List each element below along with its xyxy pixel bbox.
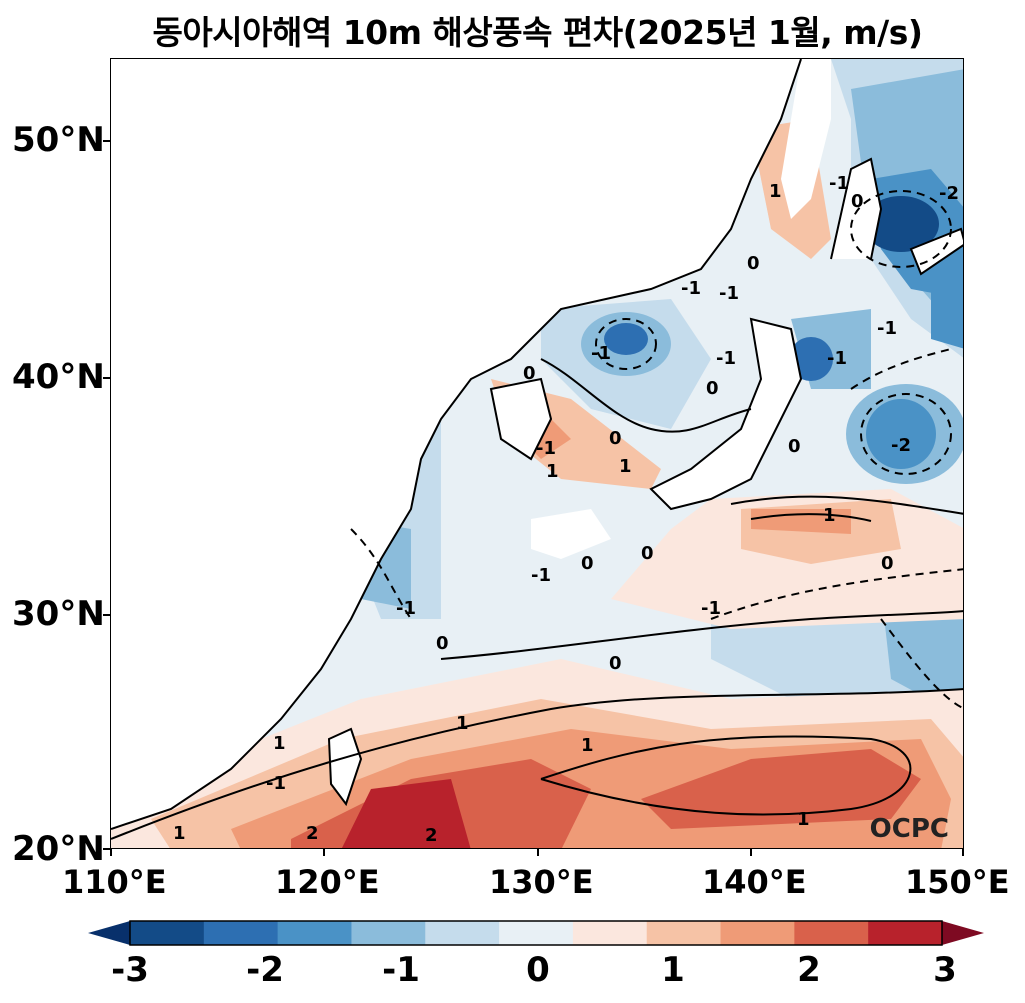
contour-label: -1 [716,348,736,369]
contour-label: 0 [851,191,864,212]
contour-label: 1 [619,456,632,477]
lat-tick [103,140,110,142]
contour-label: 0 [609,428,622,449]
contour-label: -1 [719,283,739,304]
colorbar-cell [130,921,205,945]
contour-label: 2 [425,825,438,846]
contour-label: 0 [523,363,536,384]
contour-label: -1 [396,598,416,619]
lon-tick [537,849,539,856]
colorbar-tick-label: 3 [933,950,957,990]
colorbar-tick-label: -3 [111,950,149,990]
contour-label: 0 [747,253,760,274]
contour-lines [111,190,963,840]
lat-tick [103,377,110,379]
contour-label-layer: -2 -1 0 1 -1 0 -1 -1 -1 0 1 -1 -1 0 1 -2… [173,173,959,846]
lat-tick-label: 20°N [12,829,105,869]
anomaly-map: -2 -1 0 1 -1 0 -1 -1 -1 0 1 -1 -1 0 1 -2… [111,59,963,848]
lat-tick [103,848,110,850]
colorbar [88,920,984,946]
colorbar-cell [646,921,722,945]
contour-label: 1 [797,809,810,830]
contour-label: -1 [531,565,551,586]
lon-tick-label: 130°E [489,863,594,901]
contour-label: 1 [546,461,559,482]
contour-label: -1 [536,438,556,459]
colorbar-cell [868,921,943,945]
contour-label: 0 [641,543,654,564]
contour-label: -1 [266,773,286,794]
colorbar-cell [351,921,426,945]
credit-label: OCPC [869,814,949,844]
contour-label: 1 [173,823,186,844]
lon-tick-label: 150°E [905,863,1010,901]
colorbar-cell [720,921,795,945]
contour-label: 0 [436,633,449,654]
contour-label: 0 [788,436,801,457]
contour-label: 2 [306,823,319,844]
contour-label: 0 [581,553,594,574]
lon-tick-label: 110°E [62,863,167,901]
contour-label: -1 [701,598,721,619]
lon-tick-label: 140°E [702,863,807,901]
lat-tick-label: 50°N [12,120,105,160]
colorbar-cell [499,921,574,945]
colorbar-cell [794,921,869,945]
coastlines [111,59,963,830]
colorbar-tick-label: 2 [797,950,821,990]
contour-label: 1 [823,505,836,526]
lon-tick [110,849,112,856]
lon-tick [750,849,752,856]
contour-label: -1 [681,278,701,299]
colorbar-cell [203,921,279,945]
contour-label: 0 [609,653,622,674]
lon-tick [962,849,964,856]
contour-label: -1 [591,343,611,364]
colorbar-tick-label: 1 [661,950,685,990]
contour-label: 1 [273,733,286,754]
lon-tick-label: 120°E [275,863,380,901]
lat-tick [103,614,110,616]
colorbar-tick-label: -2 [246,950,284,990]
lon-tick [323,849,325,856]
contour-label: -1 [827,348,847,369]
contour-label: 1 [456,713,469,734]
contour-label: -1 [877,318,897,339]
contour-label: -1 [829,173,849,194]
colorbar-extend-low [88,921,130,945]
colorbar-tick-label: 0 [526,950,550,990]
contour-label: 1 [581,735,594,756]
land-mask [111,59,963,829]
map-panel: -2 -1 0 1 -1 0 -1 -1 -1 0 1 -1 -1 0 1 -2… [110,58,964,849]
contour-label: 0 [881,553,894,574]
contour-label: 0 [706,378,719,399]
colorbar-cell [277,921,352,945]
lat-tick-label: 40°N [12,357,105,397]
colorbar-tick-label: -1 [382,950,420,990]
contour-label: -2 [939,183,959,204]
contour-label: -2 [891,435,911,456]
colorbar-cell [425,921,500,945]
contour-label: 1 [769,181,782,202]
colorbar-extend-high [942,921,984,945]
colorbar-cell [572,921,648,945]
chart-title: 동아시아해역 10m 해상풍속 편차(2025년 1월, m/s) [152,13,923,52]
lat-tick-label: 30°N [12,594,105,634]
